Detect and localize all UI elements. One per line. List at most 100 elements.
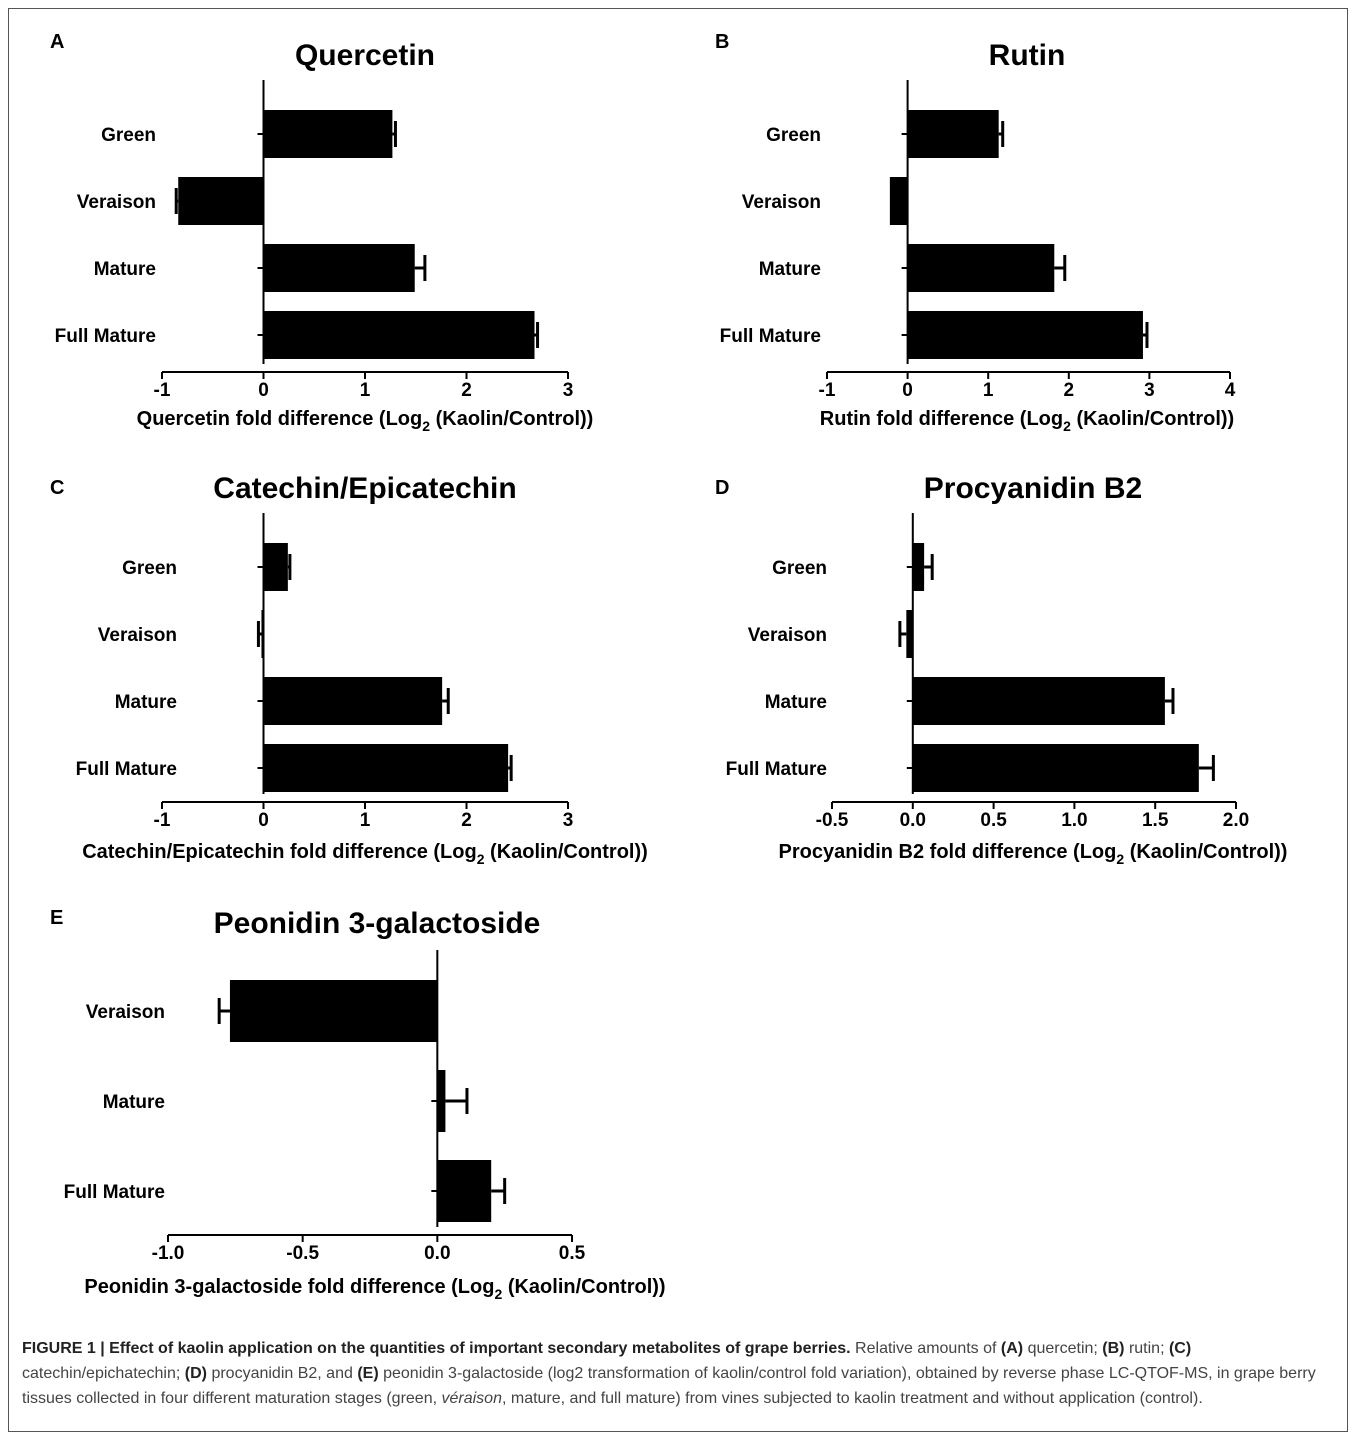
bar [263,744,509,792]
chart-svg: A Quercetin Green Veraison Mature Full Mature… [50,31,593,434]
x-axis-label-subscript: 2 [1116,851,1124,867]
x-tick-label: 0.5 [980,810,1007,831]
chart-panel-b: B Rutin Green Veraison Mature Full Mature -1 0 1… [680,0,1358,440]
chart-panel-a: A Quercetin Green Veraison Mature Full Mature… [0,0,680,440]
x-tick-label: -1 [154,380,171,401]
x-tick-label: -1.0 [152,1243,185,1264]
caption-text: procyanidin B2, and [207,1365,358,1382]
bar [263,110,393,158]
category-label: Mature [103,1092,165,1113]
x-axis-label-text: Peonidin 3-galactoside fold difference (… [84,1276,494,1298]
caption-figure-label: FIGURE 1 | Effect of kaolin application … [22,1340,851,1357]
panel-letter: A [50,31,64,53]
x-tick-label: -0.5 [286,1243,319,1264]
x-axis-label-subscript: 2 [494,1286,502,1302]
caption-text: catechin/epichatechin; [22,1365,185,1382]
x-axis-label-text: Rutin fold difference (Log [820,408,1063,430]
caption-ref-e: (E) [357,1365,379,1382]
chart-panel-c: C Catechin/Epicatechin Green Veraison Mature… [0,440,680,880]
bar [912,543,925,591]
caption-ref-a: (A) [1000,1340,1024,1357]
x-tick-label: 2 [461,380,472,401]
bar [912,744,1199,792]
bar [229,980,438,1042]
bar [263,543,288,591]
x-axis-label-text: (Kaolin/Control)) [1071,408,1234,430]
figure-frame [8,8,1348,1432]
x-axis-label: Catechin/Epicatechin fold difference (Lo… [82,841,648,867]
bar [907,311,1143,359]
caption-text: rutin; [1124,1340,1169,1357]
x-axis-label-subscript: 2 [1063,418,1071,434]
caption-text: quercetin; [1023,1340,1103,1357]
x-axis-label: Peonidin 3-galactoside fold difference (… [84,1276,665,1302]
chart-title: Catechin/Epicatechin [213,472,516,505]
x-tick-label: 0.0 [424,1243,450,1264]
chart-svg: E Peonidin 3-galactoside Veraison Mature Ful… [50,907,666,1302]
x-axis-label-text: (Kaolin/Control)) [484,841,647,863]
category-label: Green [101,125,156,146]
chart-title: Procyanidin B2 [924,472,1142,505]
x-tick-label: -1 [154,810,171,831]
category-label: Green [122,558,177,579]
category-label: Veraison [86,1002,165,1023]
x-tick-label: 2 [461,810,472,831]
bar [178,177,264,225]
category-label: Mature [94,259,156,280]
bar [437,1070,446,1132]
bar [263,311,535,359]
panel-letter: D [715,477,729,499]
x-axis-label-text: (Kaolin/Control)) [430,408,593,430]
caption-ref-d: (D) [184,1365,207,1382]
bar [907,244,1055,292]
category-label: Full Mature [55,326,156,347]
chart-title: Rutin [989,39,1066,72]
x-tick-label: 3 [1144,380,1155,401]
bar [912,677,1165,725]
x-tick-label: 0 [258,380,269,401]
x-axis-label-text: (Kaolin/Control)) [502,1276,665,1298]
x-tick-label: 1 [983,380,994,401]
category-label: Mature [759,259,821,280]
panel-letter: E [50,907,63,929]
x-tick-label: 1.0 [1061,810,1087,831]
x-axis-label: Procyanidin B2 fold difference (Log2 (Ka… [779,841,1288,867]
figure-caption: FIGURE 1 | Effect of kaolin application … [22,1336,1322,1411]
x-tick-label: 2 [1064,380,1075,401]
x-tick-label: -1 [819,380,836,401]
bar [263,677,443,725]
category-label: Mature [115,692,177,713]
caption-ref-b: (B) [1102,1340,1125,1357]
caption-text: , mature, and full mature) from vines su… [501,1390,1203,1407]
x-tick-label: 0.0 [900,810,926,831]
x-axis-label-text: Catechin/Epicatechin fold difference (Lo… [82,841,477,863]
caption-italic-term: véraison [441,1390,502,1407]
x-axis-label: Rutin fold difference (Log2 (Kaolin/Cont… [820,408,1234,434]
chart-title: Peonidin 3-galactoside [214,907,541,940]
x-tick-label: 1.5 [1142,810,1169,831]
chart-svg: C Catechin/Epicatechin Green Veraison Mature… [50,472,648,867]
x-axis-label-text: Procyanidin B2 fold difference (Log [779,841,1117,863]
chart-panel-d: D Procyanidin B2 Green Veraison Mature Full M… [680,440,1358,880]
category-label: Full Mature [76,759,177,780]
x-tick-label: 0.5 [559,1243,586,1264]
chart-svg: D Procyanidin B2 Green Veraison Mature Full M… [715,472,1288,867]
x-tick-label: 3 [563,380,574,401]
bar [889,177,908,225]
category-label: Veraison [77,192,156,213]
x-tick-label: 4 [1225,380,1236,401]
bar [437,1160,492,1222]
caption-text: peonidin 3-galactoside (log2 transformat… [22,1365,1316,1407]
chart-panel-e: E Peonidin 3-galactoside Veraison Mature Ful… [0,880,720,1320]
x-axis-label-subscript: 2 [477,851,485,867]
x-tick-label: -0.5 [816,810,849,831]
category-label: Green [766,125,821,146]
category-label: Full Mature [64,1182,165,1203]
panel-letter: B [715,31,729,53]
category-label: Full Mature [726,759,827,780]
category-label: Veraison [748,625,827,646]
x-axis-label-subscript: 2 [422,418,430,434]
x-axis-label-text: Quercetin fold difference (Log [137,408,423,430]
category-label: Veraison [98,625,177,646]
caption-text: Relative amounts of [850,1340,1001,1357]
